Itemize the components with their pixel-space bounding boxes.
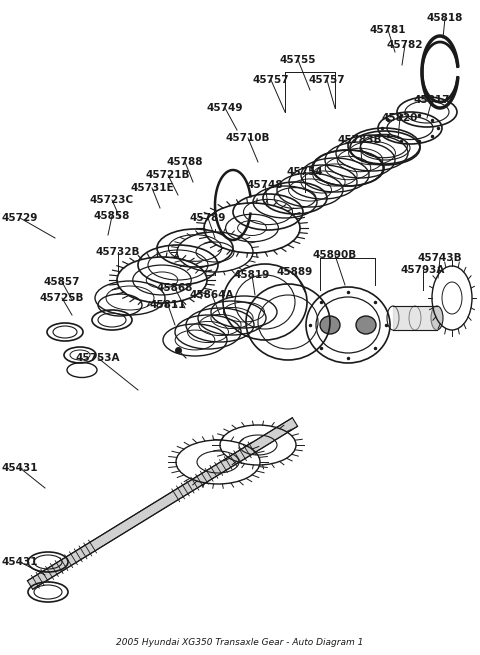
Text: 45710B: 45710B: [226, 133, 270, 143]
Text: 45789: 45789: [190, 213, 226, 223]
Text: 45811: 45811: [150, 300, 186, 310]
Text: 45820: 45820: [382, 113, 418, 123]
Text: 45748: 45748: [247, 180, 283, 190]
Text: 45753A: 45753A: [76, 353, 120, 363]
Text: 45819: 45819: [234, 270, 270, 280]
Text: 45857: 45857: [44, 277, 80, 287]
Text: 45729: 45729: [2, 213, 38, 223]
Text: 45723C: 45723C: [90, 195, 134, 205]
Text: 45757: 45757: [309, 75, 345, 85]
Text: 45793A: 45793A: [401, 265, 445, 275]
Text: 45858: 45858: [94, 211, 130, 221]
Text: 45732B: 45732B: [96, 247, 140, 257]
Text: 45431: 45431: [2, 557, 38, 567]
Text: 45721B: 45721B: [146, 170, 190, 180]
Text: 45788: 45788: [167, 157, 203, 167]
Text: 2005 Hyundai XG350 Transaxle Gear - Auto Diagram 1: 2005 Hyundai XG350 Transaxle Gear - Auto…: [116, 638, 364, 647]
Text: 45749: 45749: [207, 103, 243, 113]
Text: 45889: 45889: [277, 267, 313, 277]
Text: 45431: 45431: [2, 463, 38, 473]
Text: 45817: 45817: [414, 95, 450, 105]
Text: 45781: 45781: [370, 25, 406, 35]
Text: 45757: 45757: [252, 75, 289, 85]
Text: 45743B: 45743B: [418, 253, 462, 263]
Text: 45731E: 45731E: [130, 183, 174, 193]
Text: 45818: 45818: [427, 13, 463, 23]
Ellipse shape: [320, 316, 340, 334]
Text: 45725B: 45725B: [40, 293, 84, 303]
Text: 45864A: 45864A: [190, 290, 234, 300]
Text: 45754: 45754: [287, 167, 324, 177]
Text: 45890B: 45890B: [313, 250, 357, 260]
Ellipse shape: [356, 316, 376, 334]
Ellipse shape: [431, 306, 443, 330]
Text: 45783B: 45783B: [338, 135, 382, 145]
Text: 45782: 45782: [387, 40, 423, 50]
Text: 45755: 45755: [280, 55, 316, 65]
Text: 45868: 45868: [157, 283, 193, 293]
Polygon shape: [27, 418, 298, 590]
